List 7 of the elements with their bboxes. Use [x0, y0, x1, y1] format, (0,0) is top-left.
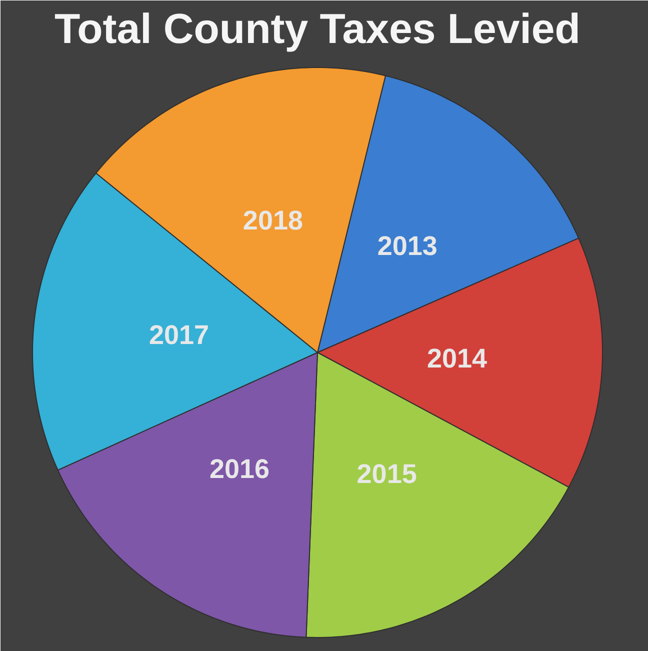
slice-label: 2014	[427, 344, 488, 374]
slice-label: 2018	[242, 206, 304, 236]
slice-label: 2015	[356, 459, 417, 490]
slice-label: 2016	[209, 454, 270, 484]
slice-label: 2017	[148, 320, 210, 350]
chart-title: Total County Taxes Levied	[54, 5, 580, 52]
slice-label: 2013	[377, 231, 438, 262]
